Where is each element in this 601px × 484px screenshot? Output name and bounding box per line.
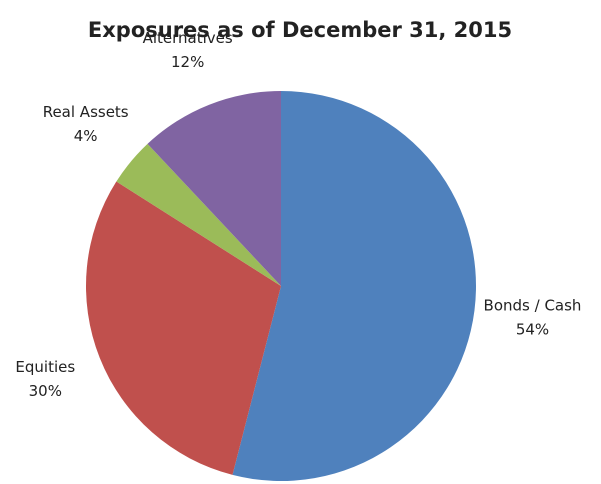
slice-value-label: 12% — [171, 53, 204, 71]
slice-label: Equities — [15, 358, 75, 376]
slice-value-label: 54% — [516, 320, 549, 338]
pie-slice — [232, 91, 477, 482]
slice-label: Alternatives — [143, 29, 233, 47]
pie-slice — [116, 143, 282, 286]
pie-slice — [85, 181, 281, 475]
slice-label: Bonds / Cash — [484, 296, 582, 314]
slice-value-label: 30% — [29, 382, 62, 400]
pie-slice — [147, 91, 281, 286]
slice-label: Real Assets — [43, 103, 129, 121]
slice-value-label: 4% — [74, 127, 98, 145]
chart-title: Exposures as of December 31, 2015 — [88, 18, 512, 42]
